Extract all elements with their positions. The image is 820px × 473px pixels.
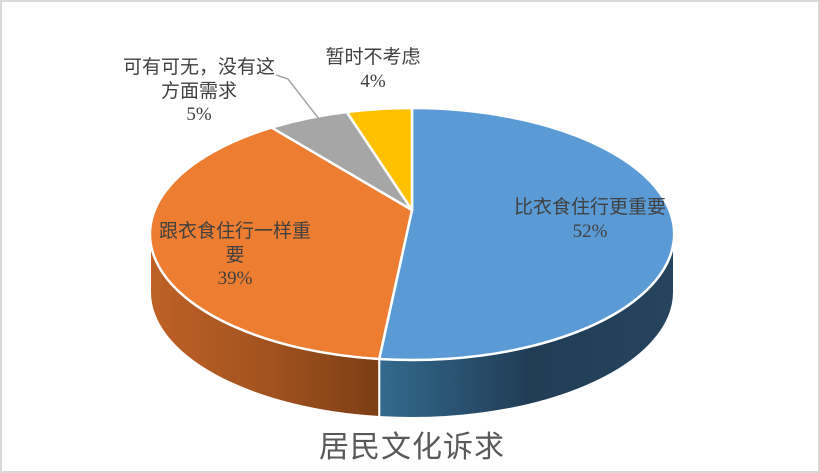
slice-label-pct: 52% <box>572 220 608 242</box>
slice-label-pct: 39% <box>217 268 253 290</box>
data-label-blue-slice: 比衣食住行更重要 52% <box>509 196 671 243</box>
leader-line <box>275 74 320 120</box>
slice-label-text: 暂时不考虑 <box>325 47 421 68</box>
slice-label-text: 比衣食住行更重要 <box>513 197 666 218</box>
data-label-gray-slice: 可有可无，没有这方面需求 5% <box>119 56 279 127</box>
data-label-orange-slice: 跟衣食住行一样重要 39% <box>155 220 315 291</box>
slice-label-pct: 5% <box>186 104 212 126</box>
pie-slice-0 <box>377 106 676 362</box>
slice-label-pct: 4% <box>360 70 386 92</box>
slice-label-text: 跟衣食住行一样重要 <box>158 221 311 266</box>
data-label-yellow-slice: 暂时不考虑 4% <box>318 46 428 93</box>
pie-slice-3 <box>345 106 414 212</box>
pie-slice-1 <box>148 126 414 361</box>
chart-title: 居民文化诉求 <box>319 431 505 464</box>
slice-label-text: 可有可无，没有这方面需求 <box>122 57 275 102</box>
